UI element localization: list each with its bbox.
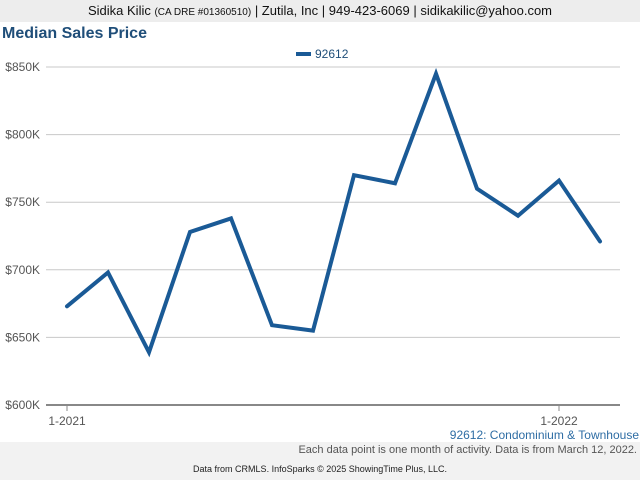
data-point	[475, 187, 479, 191]
data-point	[65, 304, 69, 308]
series-line-92612	[65, 67, 602, 358]
median-sales-price-chart: $600K$650K$700K$750K$800K$850K 1-2021 1-2…	[5, 47, 640, 442]
y-tick-label: $850K	[5, 60, 40, 74]
data-point	[106, 271, 110, 275]
data-point	[188, 230, 192, 234]
data-point	[311, 329, 315, 333]
agent-contact-header: Sidika Kilic (CA DRE #01360510) | Zutila…	[0, 0, 640, 22]
data-point	[270, 323, 274, 327]
agent-contact-details: | Zutila, Inc | 949-423-6069 | sidikakil…	[251, 3, 553, 18]
data-footnote: Each data point is one month of activity…	[298, 444, 637, 456]
x-tick-label: 1-2021	[48, 414, 86, 428]
data-credit: Data from CRMLS. InfoSparks © 2025 Showi…	[193, 464, 447, 474]
x-axis: 1-2021 1-2022	[46, 404, 620, 428]
data-point	[229, 216, 233, 220]
data-point	[434, 72, 438, 76]
data-point	[147, 350, 151, 354]
legend: 92612	[296, 47, 349, 61]
chart-subtitle: 92612: Condominium & Townhouse	[450, 428, 640, 442]
data-point	[352, 173, 356, 177]
legend-label: 92612	[315, 47, 349, 61]
data-point	[598, 239, 602, 243]
series-lines	[65, 67, 602, 358]
data-point	[393, 181, 397, 185]
data-point	[557, 179, 561, 183]
footnote-area	[0, 442, 640, 480]
chart-title: Median Sales Price	[2, 25, 147, 42]
y-tick-label: $650K	[5, 330, 40, 344]
y-tick-label: $700K	[5, 263, 40, 277]
y-tick-label: $600K	[5, 398, 40, 412]
data-point	[516, 214, 520, 218]
y-axis-tick-labels: $600K $650K $700K $750K $800K $850K	[5, 60, 40, 412]
agent-name: Sidika Kilic	[87, 3, 151, 18]
y-tick-label: $800K	[5, 128, 40, 142]
y-tick-label: $750K	[5, 195, 40, 209]
agent-license: (CA DRE #01360510)	[154, 7, 252, 18]
x-tick-label: 1-2022	[540, 414, 578, 428]
